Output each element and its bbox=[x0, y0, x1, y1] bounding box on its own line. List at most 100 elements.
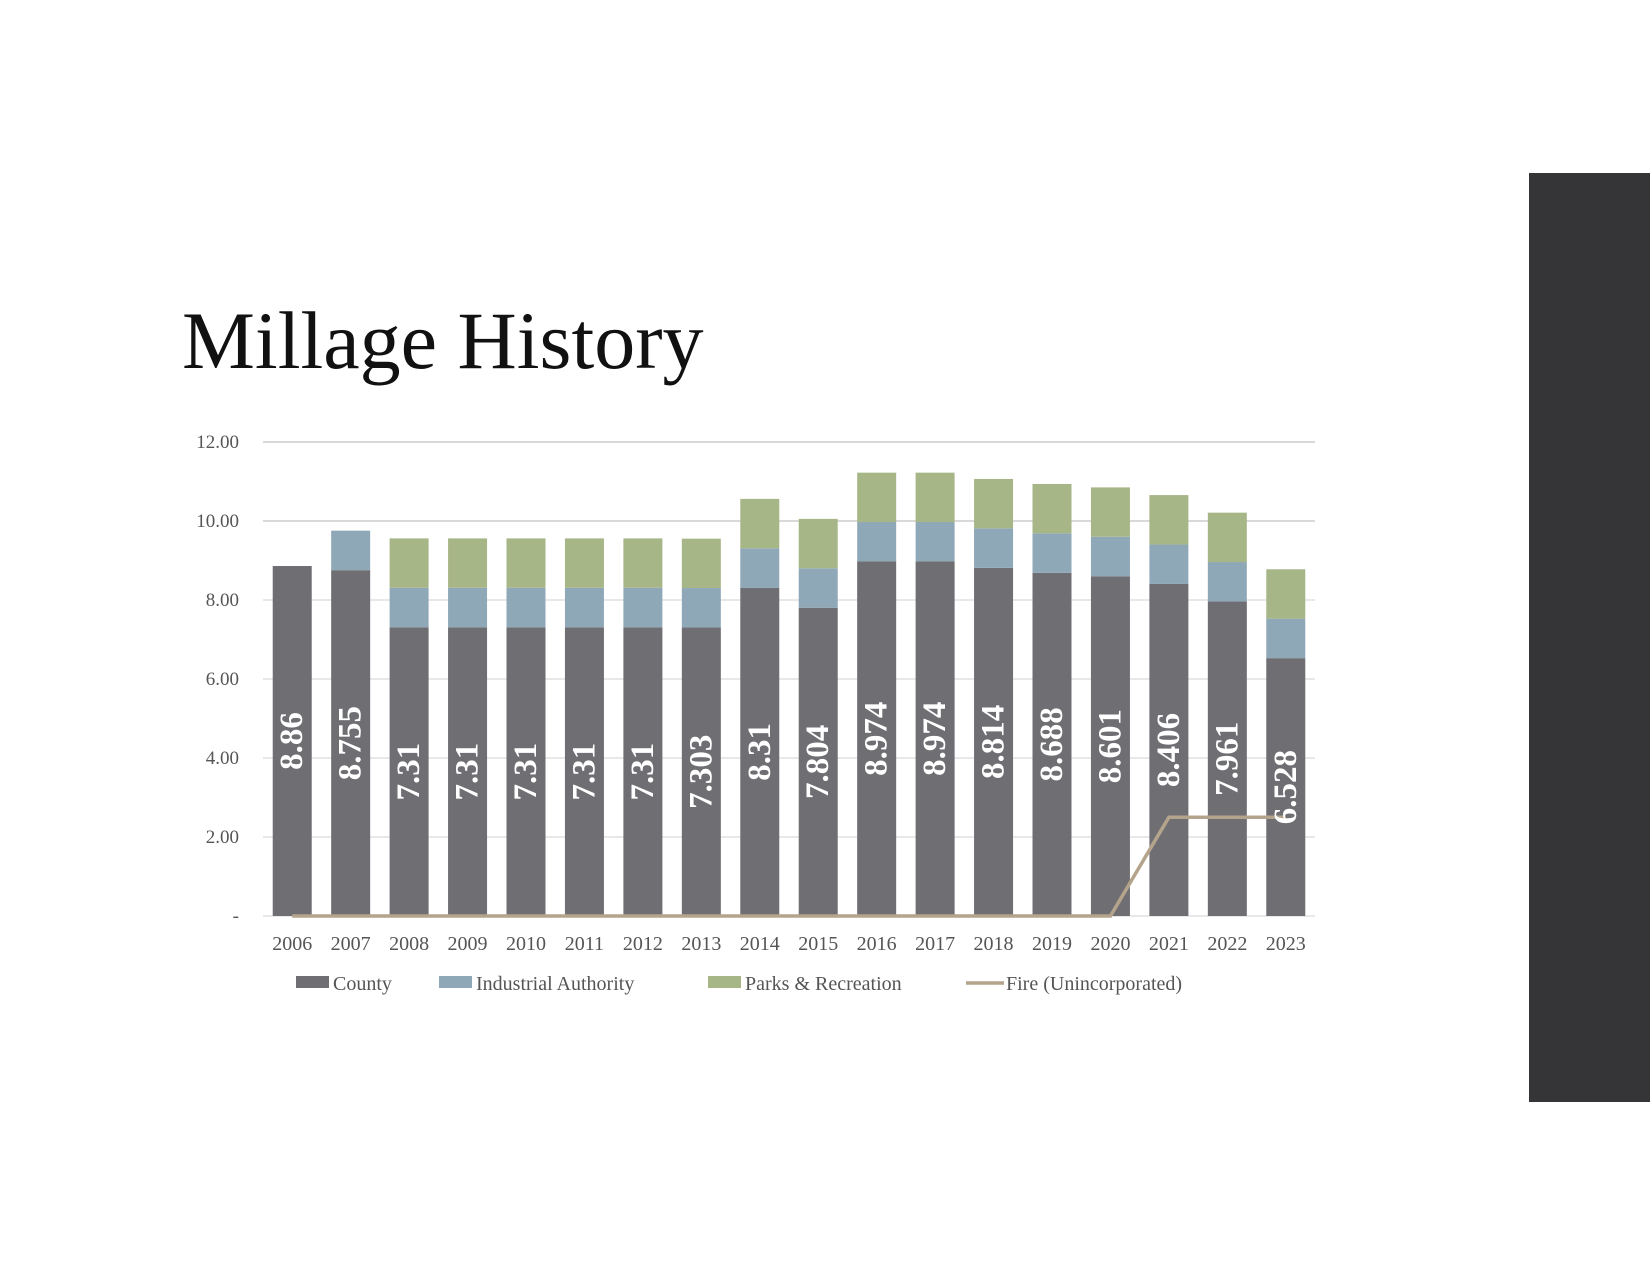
bar-county bbox=[623, 627, 663, 916]
bar-county bbox=[1032, 572, 1072, 916]
legend-label: Parks & Recreation bbox=[745, 973, 902, 995]
bar-industrial bbox=[331, 530, 371, 571]
y-tick-label: 10.00 bbox=[196, 511, 239, 532]
x-tick-label: 2014 bbox=[740, 933, 780, 955]
data-label: 7.31 bbox=[566, 743, 602, 801]
data-label: 7.31 bbox=[625, 743, 661, 801]
data-label: 7.31 bbox=[508, 743, 544, 801]
bar-industrial bbox=[506, 587, 546, 628]
bar-industrial bbox=[915, 522, 955, 562]
bar-industrial bbox=[740, 548, 780, 588]
bar-industrial bbox=[564, 587, 604, 628]
data-label: 7.804 bbox=[800, 725, 836, 799]
data-label: 8.974 bbox=[859, 702, 895, 776]
bar-county bbox=[1207, 601, 1247, 916]
bar-industrial bbox=[681, 588, 721, 628]
x-tick-label: 2008 bbox=[389, 933, 429, 955]
data-label: 7.961 bbox=[1209, 722, 1245, 796]
data-label: 8.974 bbox=[917, 702, 953, 776]
side-decoration-panel bbox=[1529, 173, 1650, 1102]
bars bbox=[272, 472, 1306, 916]
x-tick-label: 2016 bbox=[857, 933, 897, 955]
x-tick-label: 2011 bbox=[565, 933, 604, 955]
data-label: 7.31 bbox=[450, 743, 486, 801]
x-tick-label: 2020 bbox=[1090, 933, 1130, 955]
bar-parks bbox=[564, 538, 604, 588]
legend: County Industrial Authority Parks & Recrea… bbox=[296, 973, 1182, 995]
fire-series-line bbox=[292, 815, 1286, 918]
bar-county bbox=[740, 587, 780, 916]
bar-county bbox=[857, 561, 897, 916]
x-tick-label: 2015 bbox=[798, 933, 838, 955]
x-tick-label: 2017 bbox=[915, 933, 955, 955]
bar-county bbox=[1266, 658, 1306, 916]
bar-parks bbox=[915, 472, 955, 523]
bar-parks bbox=[506, 538, 546, 588]
x-axis-labels: 2006 2007 2008 2009 2010 2011 2012 2013 2014 2015… bbox=[272, 933, 1306, 955]
bar-county bbox=[272, 566, 312, 916]
bar-industrial bbox=[1090, 536, 1130, 577]
legend-label: Industrial Authority bbox=[476, 973, 634, 995]
bar-parks bbox=[1032, 483, 1072, 534]
bar-county bbox=[915, 561, 955, 916]
y-tick-label: 4.00 bbox=[206, 748, 239, 769]
data-label: 8.406 bbox=[1151, 713, 1187, 787]
bar-parks bbox=[1266, 569, 1306, 619]
bar-county bbox=[448, 627, 488, 916]
x-tick-label: 2023 bbox=[1266, 933, 1306, 955]
bar-county bbox=[331, 570, 371, 916]
bar-industrial bbox=[857, 522, 897, 562]
bar-industrial bbox=[1207, 562, 1247, 602]
legend-swatch-parks bbox=[708, 976, 741, 988]
legend-label: Fire (Unincorporated) bbox=[1006, 973, 1182, 995]
data-label: 7.303 bbox=[683, 735, 719, 809]
data-label: 6.528 bbox=[1268, 750, 1304, 824]
y-tick-label: - bbox=[233, 906, 239, 927]
bar-parks bbox=[623, 538, 663, 588]
y-tick-label: 12.00 bbox=[196, 432, 239, 453]
bar-county bbox=[681, 627, 721, 916]
legend-swatch-industrial bbox=[439, 976, 472, 988]
fire-line bbox=[292, 815, 1286, 918]
data-label: 8.814 bbox=[976, 705, 1012, 779]
bar-county bbox=[1090, 576, 1130, 916]
bar-industrial bbox=[1149, 544, 1189, 584]
bar-county bbox=[1149, 583, 1189, 916]
x-tick-label: 2007 bbox=[331, 933, 371, 955]
bar-parks bbox=[974, 478, 1014, 529]
page-title: Millage History bbox=[182, 295, 704, 386]
y-tick-label: 8.00 bbox=[206, 590, 239, 611]
x-tick-label: 2018 bbox=[974, 933, 1014, 955]
bar-industrial bbox=[1032, 533, 1072, 573]
legend-swatch-county bbox=[296, 976, 329, 988]
x-tick-label: 2010 bbox=[506, 933, 546, 955]
data-label: 8.601 bbox=[1092, 709, 1128, 783]
legend-label: County bbox=[333, 973, 392, 995]
bar-county bbox=[506, 627, 546, 916]
y-axis-labels: - 2.00 4.00 6.00 8.00 10.00 12.00 bbox=[196, 432, 239, 927]
x-tick-label: 2012 bbox=[623, 933, 663, 955]
bar-parks bbox=[1090, 487, 1130, 537]
bar-industrial bbox=[448, 587, 488, 628]
x-tick-label: 2009 bbox=[448, 933, 488, 955]
bar-parks bbox=[1149, 495, 1189, 545]
x-tick-label: 2013 bbox=[681, 933, 721, 955]
bar-parks bbox=[1207, 512, 1247, 563]
bar-parks bbox=[389, 538, 429, 588]
bar-county bbox=[974, 567, 1014, 916]
bar-industrial bbox=[389, 587, 429, 628]
bar-county bbox=[389, 627, 429, 916]
data-label: 8.755 bbox=[333, 706, 369, 780]
bar-county bbox=[564, 627, 604, 916]
bar-industrial bbox=[1266, 618, 1306, 659]
x-tick-label: 2022 bbox=[1207, 933, 1247, 955]
bar-parks bbox=[681, 538, 721, 589]
bar-parks bbox=[798, 518, 838, 569]
y-tick-label: 2.00 bbox=[206, 827, 239, 848]
data-label: 8.688 bbox=[1034, 707, 1070, 781]
bar-industrial bbox=[798, 568, 838, 608]
data-label: 8.86 bbox=[274, 712, 310, 770]
bar-parks bbox=[448, 538, 488, 588]
bar-industrial bbox=[974, 528, 1014, 568]
